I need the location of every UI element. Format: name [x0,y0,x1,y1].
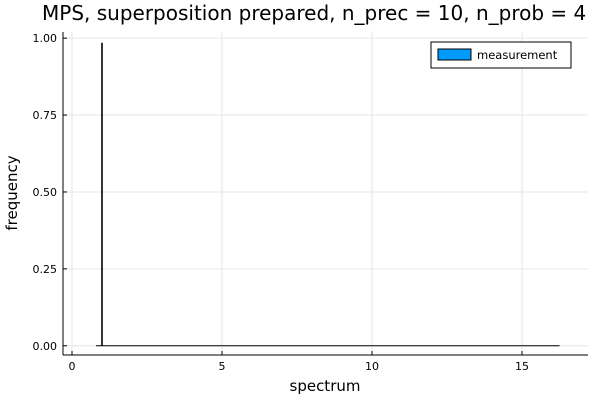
legend: measurement [430,41,572,69]
legend-swatch [437,48,472,61]
x-tick-label: 0 [69,360,76,373]
grid [63,32,588,355]
ticks: 0 5 10 15 0.00 0.25 0.50 0.75 1.00 [33,32,530,373]
y-tick-label: 1.00 [33,32,58,45]
y-tick-label: 0.75 [33,109,58,122]
x-tick-label: 15 [515,360,529,373]
y-tick-label: 0.00 [33,340,58,353]
y-tick-label: 0.50 [33,186,58,199]
chart-title: MPS, superposition prepared, n_prec = 10… [42,1,586,25]
plot-marks [96,42,560,347]
y-axis-label: frequency [3,155,21,230]
x-tick-label: 5 [219,360,226,373]
y-tick-label: 0.25 [33,263,58,276]
legend-label-measurement: measurement [477,48,558,62]
x-tick-label: 10 [365,360,379,373]
x-axis-label: spectrum [290,377,361,395]
axes [62,32,588,356]
